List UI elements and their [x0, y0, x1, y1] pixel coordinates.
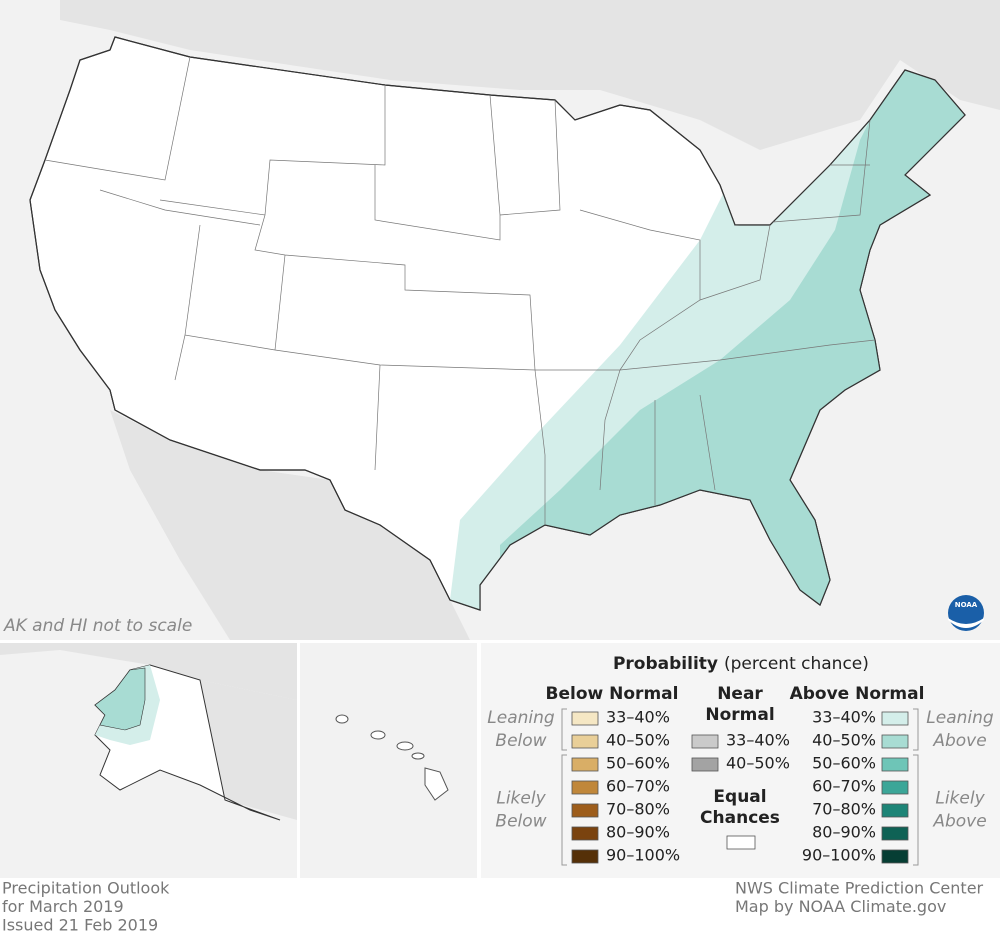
footer-left: for March 2019 — [2, 897, 124, 916]
likely-label: Below — [495, 812, 546, 832]
swatch — [571, 711, 599, 726]
mexico — [110, 410, 470, 640]
bracket — [561, 754, 567, 866]
swatch — [571, 780, 599, 795]
canada-inset — [200, 680, 297, 820]
swatch — [571, 849, 599, 864]
swatch — [881, 711, 909, 726]
hawaii — [335, 714, 449, 801]
leaning-label: Below — [495, 731, 546, 751]
swatch-label: 33–40% — [726, 731, 790, 750]
swatch-label: 33–40% — [606, 708, 670, 727]
swatch-label: 70–80% — [812, 800, 876, 819]
leaning-label: Above — [932, 731, 986, 751]
equal-chances-label: Chances — [700, 808, 780, 828]
swatch — [691, 757, 719, 772]
swatch — [881, 803, 909, 818]
swatch — [691, 734, 719, 749]
footer-left: Precipitation Outlook — [2, 879, 170, 898]
bracket — [561, 708, 567, 751]
swatch — [881, 826, 909, 841]
swatch-label: 60–70% — [606, 777, 670, 796]
swatch-label: 90–100% — [802, 846, 876, 865]
bracket — [913, 708, 919, 751]
swatch-label: 90–100% — [606, 846, 680, 865]
footer-right: Map by NOAA Climate.gov — [735, 897, 946, 916]
legend-title: Probability — [613, 654, 718, 674]
swatch-label: 80–90% — [606, 823, 670, 842]
swatch — [881, 757, 909, 772]
leaning-label: Leaning — [926, 708, 994, 728]
russia-canada — [0, 643, 297, 700]
noaa-logo-wave — [948, 618, 984, 628]
equal-chances-label: Equal — [713, 787, 766, 807]
swatch-label: 70–80% — [606, 800, 670, 819]
footer-left: Issued 21 Feb 2019 — [2, 916, 158, 935]
group-name: Below Normal — [546, 684, 679, 704]
footer-right: NWS Climate Prediction Center — [735, 879, 984, 898]
likely-label: Above — [932, 812, 986, 832]
swatch-label: 40–50% — [812, 731, 876, 750]
legend: Below Normal 33–40% 40–50% 50–60% 60–70% 70–8… — [487, 684, 994, 866]
leaning-label: Leaning — [487, 708, 555, 728]
state-lines — [44, 56, 876, 525]
group-name: Near — [717, 684, 763, 704]
swatch-label: 40–50% — [726, 754, 790, 773]
group-name: Normal — [705, 705, 774, 725]
alaska-leaning-40-50 — [94, 667, 146, 731]
swatch — [881, 734, 909, 749]
swatch — [571, 734, 599, 749]
swatch — [881, 780, 909, 795]
canada — [60, 0, 1000, 150]
likely-label: Likely — [935, 789, 985, 809]
noaa-logo-text: NOAA — [955, 601, 978, 609]
swatch-label: 80–90% — [812, 823, 876, 842]
legend-subtitle: (percent chance) — [724, 654, 869, 674]
equal-chances-swatch — [726, 835, 756, 850]
swatch-label: 50–60% — [606, 754, 670, 773]
likely-label: Likely — [496, 789, 546, 809]
swatch-label: 33–40% — [812, 708, 876, 727]
swatch — [881, 849, 909, 864]
group-name: Above Normal — [790, 684, 925, 704]
noaa-logo — [948, 595, 984, 631]
hawaii-panel — [300, 643, 477, 878]
swatch — [571, 757, 599, 772]
scale-note: AK and HI not to scale — [3, 616, 192, 636]
swatch — [571, 826, 599, 841]
bracket — [913, 754, 919, 866]
swatch-label: 40–50% — [606, 731, 670, 750]
swatch — [571, 803, 599, 818]
swatch-label: 50–60% — [812, 754, 876, 773]
swatch-label: 60–70% — [812, 777, 876, 796]
